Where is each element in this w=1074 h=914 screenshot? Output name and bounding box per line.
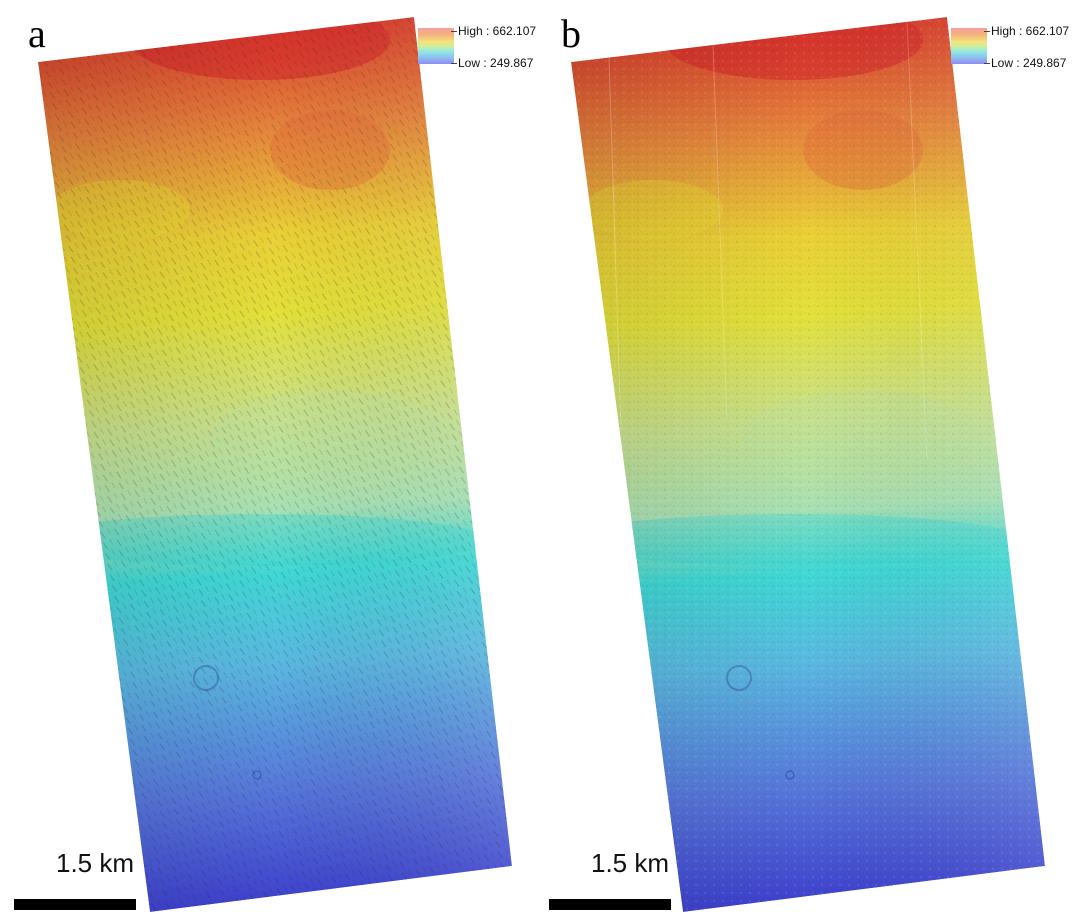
scale-bar-label: 1.5 km (56, 848, 135, 878)
scale-bar-line (14, 899, 136, 910)
scale-bar-label: 1.5 km (591, 848, 670, 878)
elevation-map-b (571, 17, 1045, 912)
panel-label: b (561, 11, 581, 56)
legend-tick (984, 63, 990, 64)
legend-tick (451, 31, 457, 32)
elevation-map-a (38, 17, 512, 912)
dem-panel-a: a High : 662.107 Low : 249.867 1.5 km (14, 11, 537, 912)
legend-tick (451, 63, 457, 64)
legend-tick (984, 31, 990, 32)
panel-label: a (28, 11, 46, 56)
scale-bar-line (549, 899, 671, 910)
legend-high-label: High : 662.107 (991, 24, 1070, 38)
dem-panel-b: b High : 662.107 Low : 249.867 1.5 km (537, 0, 1074, 914)
legend-high-label: High : 662.107 (458, 24, 537, 38)
legend-low-label: Low : 249.867 (458, 56, 534, 70)
color-ramp (418, 28, 454, 64)
color-ramp (951, 28, 987, 64)
legend-low-label: Low : 249.867 (991, 56, 1067, 70)
